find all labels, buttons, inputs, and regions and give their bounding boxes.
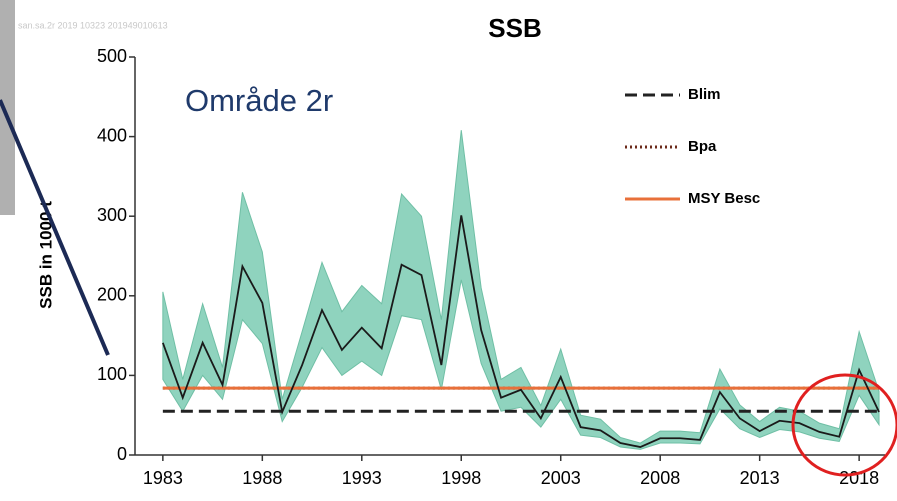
y-axis-label: SSB in 1000 t — [36, 201, 55, 309]
y-tick-label: 200 — [97, 285, 127, 305]
x-tick-label: 1983 — [143, 468, 183, 488]
confidence-band — [162, 130, 880, 450]
y-tick-label: 300 — [97, 205, 127, 225]
legend-label: Blim — [688, 86, 721, 103]
series-line — [162, 215, 880, 448]
annotation: Område 2r — [185, 83, 333, 118]
plot: 0 100 200 300 400 500 1983 1988 1993 1998 2003 2008… — [97, 46, 885, 488]
pointer-line — [0, 99, 110, 356]
x-tick-label: 2008 — [640, 468, 680, 488]
subtitle: san.sa.2r 2019 10323 201949010613 — [18, 20, 168, 30]
highlight-circle — [791, 373, 897, 477]
y-tick-label: 0 — [117, 444, 127, 464]
x-tick-label: 2018 — [839, 468, 879, 488]
x-tick-label: 1993 — [342, 468, 382, 488]
chart-title: SSB — [488, 13, 541, 43]
side-panel — [0, 0, 15, 215]
x-tick-label: 1988 — [242, 468, 282, 488]
legend-label: MSY Besc — [688, 190, 760, 207]
x-tick-label: 2013 — [740, 468, 780, 488]
x-tick-label: 1998 — [441, 468, 481, 488]
y-tick-label: 500 — [97, 46, 127, 66]
x-tick-label: 2003 — [541, 468, 581, 488]
y-tick-label: 100 — [97, 364, 127, 384]
legend-label: Bpa — [688, 138, 717, 155]
y-tick-label: 400 — [97, 125, 127, 145]
